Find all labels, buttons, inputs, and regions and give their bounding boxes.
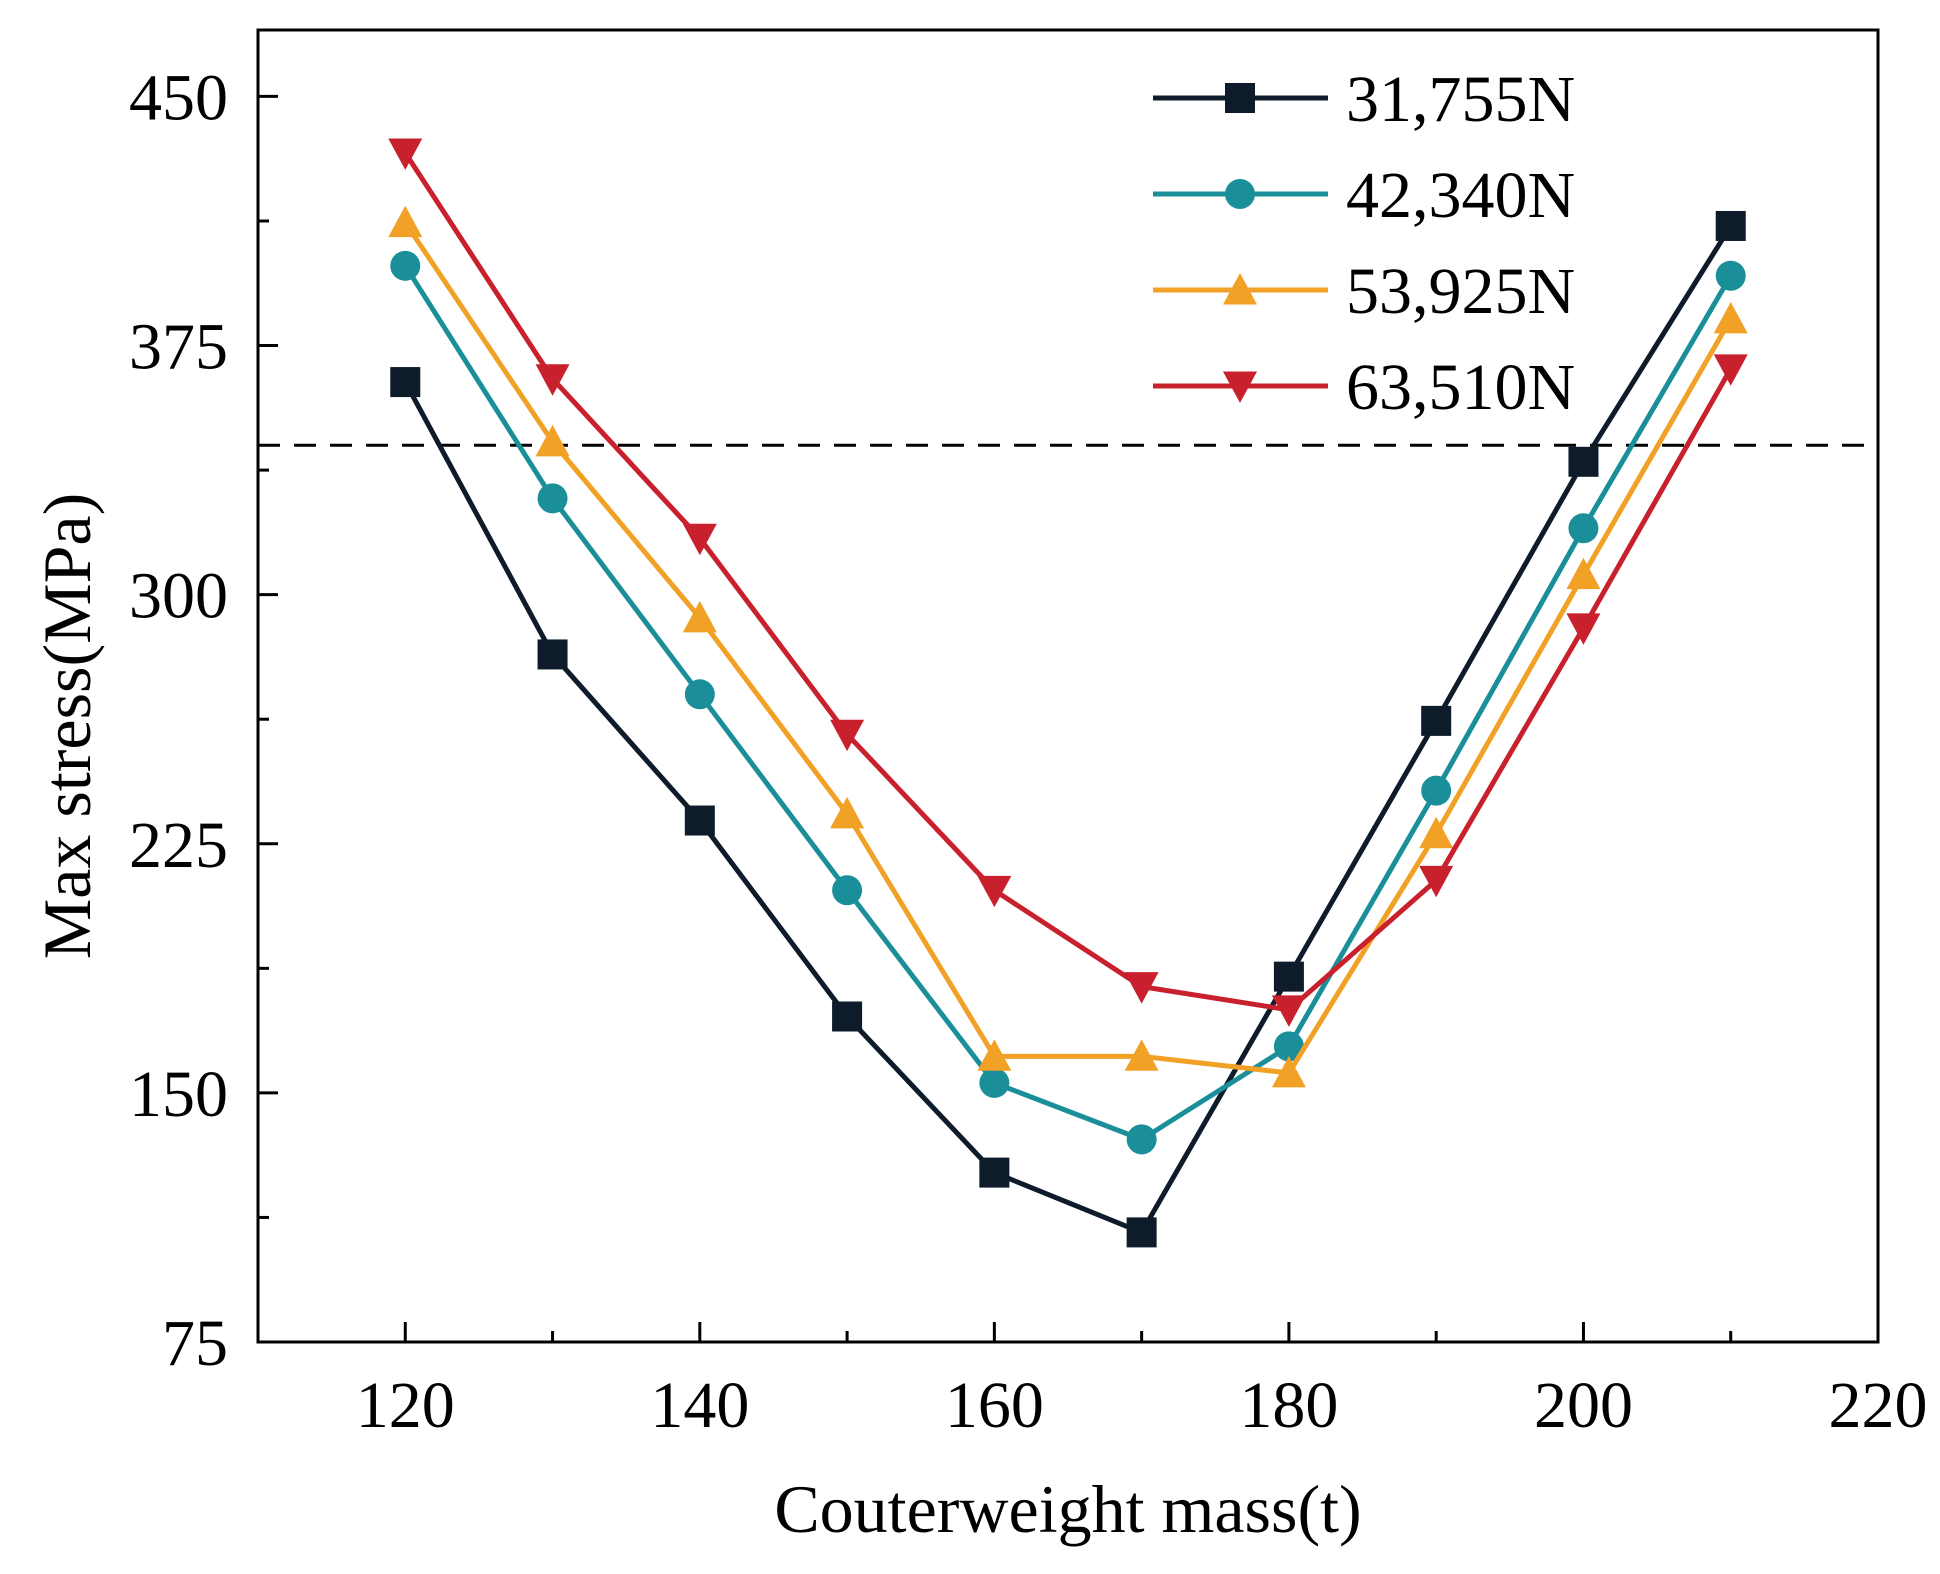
series-line (403, 224, 1733, 1235)
x-tick-label: 220 (1829, 1369, 1928, 1442)
axes: 75 150 225 300 375 450 120 140 160 180 200 220 (129, 28, 1928, 1442)
data-point (1421, 775, 1452, 806)
y-tick-label: 150 (129, 1058, 228, 1131)
x-tick-label: 140 (650, 1369, 749, 1442)
series-layer (388, 138, 1748, 1248)
series-3 (388, 205, 1748, 1088)
x-axis-title: Couterweight mass(t) (774, 1471, 1361, 1547)
plot-frame (256, 28, 1880, 1344)
legend-label: 63,510N (1346, 351, 1575, 424)
legend-marker (1225, 179, 1255, 209)
data-point (535, 364, 570, 396)
data-point (1715, 210, 1746, 241)
series-2 (390, 250, 1746, 1155)
data-point (1273, 1031, 1304, 1062)
series-line (403, 221, 1733, 1076)
data-point (1126, 1124, 1157, 1155)
series-line (403, 151, 1733, 1013)
legend-marker (1223, 273, 1257, 305)
x-tick-label: 180 (1239, 1369, 1338, 1442)
data-point (1126, 1217, 1157, 1248)
data-point (537, 483, 568, 514)
data-point (1271, 1055, 1306, 1088)
data-point (684, 679, 715, 710)
series-1 (390, 210, 1746, 1248)
legend-entry: 53,925N (1153, 255, 1575, 328)
data-point (537, 639, 568, 670)
data-point (1421, 705, 1452, 736)
data-point (1419, 865, 1454, 898)
data-point (388, 138, 423, 170)
data-point (1715, 260, 1746, 291)
data-point (1419, 816, 1454, 849)
data-point (1568, 446, 1599, 477)
data-point (832, 1001, 863, 1032)
legend-entry: 31,755N (1153, 63, 1575, 136)
data-point (977, 1039, 1012, 1071)
data-point (1273, 961, 1304, 992)
data-point (1566, 613, 1601, 645)
data-point (682, 523, 717, 556)
legend-marker (1225, 83, 1255, 113)
data-point (535, 424, 570, 457)
data-point (979, 1067, 1010, 1098)
data-point (1713, 301, 1748, 334)
data-point (684, 805, 715, 836)
legend-label: 31,755N (1346, 63, 1575, 136)
legend-entry: 42,340N (1153, 159, 1575, 232)
data-point (830, 719, 865, 752)
data-point (1124, 1039, 1159, 1071)
y-tick-label: 375 (129, 311, 228, 384)
x-tick-label: 160 (945, 1369, 1044, 1442)
legend-entry: 63,510N (1153, 351, 1575, 424)
data-point (1568, 513, 1599, 544)
data-point (388, 205, 423, 238)
y-axis-title: Max stress(MPa) (29, 493, 105, 960)
x-tick-label: 200 (1534, 1369, 1633, 1442)
data-point (977, 875, 1012, 908)
data-point (979, 1157, 1010, 1188)
series-line (403, 264, 1733, 1142)
legend: 31,755N 42,340N 53,925N 63,510N (1153, 63, 1575, 424)
y-tick-label: 75 (162, 1307, 228, 1380)
data-point (830, 796, 865, 829)
y-tick-label: 300 (129, 560, 228, 633)
data-point (682, 600, 717, 633)
x-tick-label: 120 (356, 1369, 455, 1442)
legend-marker (1223, 371, 1257, 403)
data-point (832, 875, 863, 906)
data-point (390, 367, 421, 398)
y-tick-label: 225 (129, 809, 228, 882)
y-tick-label: 450 (129, 61, 228, 134)
data-point (1566, 557, 1601, 590)
legend-label: 42,340N (1346, 159, 1575, 232)
data-point (1713, 354, 1748, 386)
data-point (390, 250, 421, 281)
data-point (1124, 972, 1159, 1004)
series-4 (388, 138, 1748, 1027)
legend-label: 53,925N (1346, 255, 1575, 328)
data-point (1271, 995, 1306, 1027)
